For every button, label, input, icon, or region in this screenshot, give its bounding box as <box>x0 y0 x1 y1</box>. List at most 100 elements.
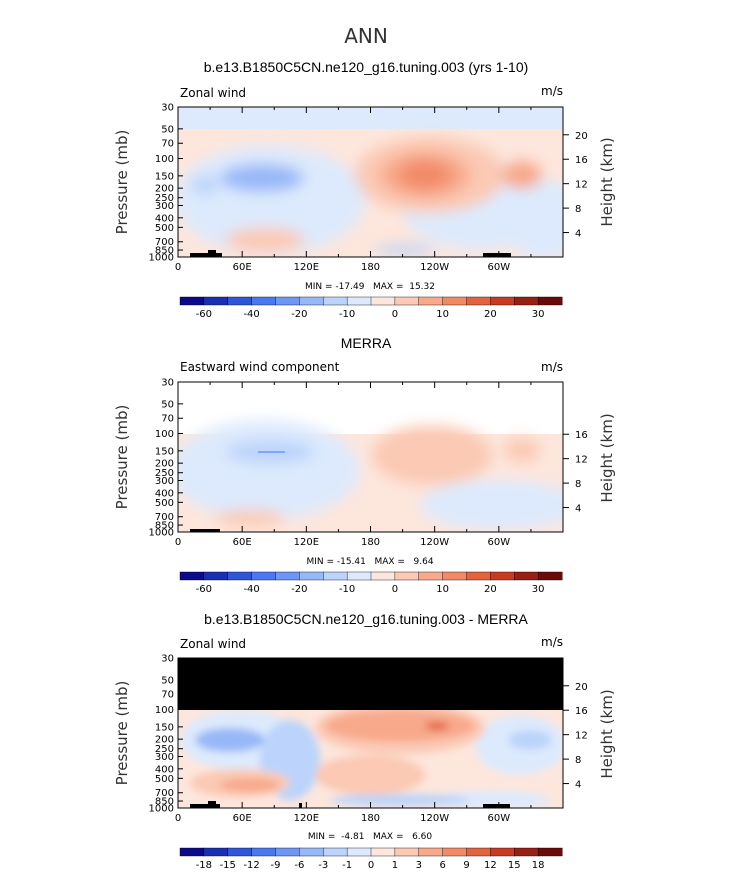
colorbar-swatch <box>490 847 515 857</box>
y-tick-label: 30 <box>161 103 174 114</box>
colorbar-label: -60 <box>196 584 212 595</box>
x-tick-label: 0 <box>175 813 181 824</box>
colorbar-swatch <box>323 571 348 581</box>
colorbar-swatch <box>418 571 444 581</box>
contour-field <box>178 382 563 532</box>
positive-max <box>425 722 449 730</box>
colorbar-swatch <box>251 571 276 581</box>
westerly-max <box>399 161 451 189</box>
contour-field <box>178 107 563 257</box>
colorbar-swatch <box>299 571 324 581</box>
y-tick-label: 30 <box>161 654 174 665</box>
colorbar-swatch <box>394 571 420 581</box>
topography <box>190 804 220 808</box>
colorbar-label: -20 <box>291 309 307 320</box>
colorbar-swatch <box>490 571 515 581</box>
colorbar-label: -12 <box>243 860 259 871</box>
y-tick-label: 400 <box>155 213 174 224</box>
colorbar-label: 1 <box>392 860 398 871</box>
x-tick-label: 120E <box>294 813 319 824</box>
colorbar-swatch <box>418 847 444 857</box>
colorbar-swatch <box>275 847 300 857</box>
colorbar-swatch <box>514 571 539 581</box>
figure-title: ANN <box>344 24 388 48</box>
x-tick-label: 0 <box>175 537 181 548</box>
lower-westerly <box>215 510 285 526</box>
x-tick-label: 60E <box>233 262 252 273</box>
positive-anomaly <box>315 755 425 795</box>
y-tick-label: 1000 <box>149 253 174 264</box>
colorbar-label: 0 <box>392 584 398 595</box>
colorbar-swatch <box>179 296 205 306</box>
y-tick-label: 300 <box>155 201 174 212</box>
colorbar-label: -6 <box>294 860 304 871</box>
min-max-stats: MIN = -17.49 MAX = 15.32 <box>305 282 435 292</box>
topography <box>190 529 220 532</box>
colorbar-swatch <box>179 847 205 857</box>
negative-anomaly <box>195 728 265 752</box>
y-axis-right-label: Height (km) <box>598 689 616 778</box>
colorbar-swatch <box>466 296 491 306</box>
x-tick-label: 180 <box>361 262 380 273</box>
colorbar-swatch <box>299 847 324 857</box>
y-tick-label: 150 <box>155 722 174 733</box>
y-tick-label: 250 <box>155 468 174 479</box>
colorbar-label: 30 <box>532 309 545 320</box>
y-tick-label: 300 <box>155 752 174 763</box>
colorbar-swatch <box>346 296 372 306</box>
colorbar-swatch <box>251 847 276 857</box>
colorbar-label: -3 <box>318 860 328 871</box>
westerly-secondary <box>502 161 542 189</box>
colorbar-label: 10 <box>436 309 449 320</box>
y-tick-label: 50 <box>161 675 174 686</box>
colorbar-swatch <box>370 847 396 857</box>
y-tick-label: 200 <box>155 735 174 746</box>
contour-field <box>178 658 563 808</box>
colorbar-label: 15 <box>508 860 521 871</box>
colorbar-label: -18 <box>196 860 212 871</box>
topography <box>190 253 222 257</box>
colorbar-label: 20 <box>484 309 497 320</box>
panel-model: b.e13.B1850C5CN.ne120_g16.tuning.003 (yr… <box>113 59 616 320</box>
colorbar: -18 -15 -12 -9 -6 -3 -1 0 1 3 6 9 12 15 18 <box>179 847 563 871</box>
units-label: m/s <box>541 635 563 649</box>
lower-easterly <box>375 245 435 255</box>
y-tick-label: 200 <box>155 459 174 470</box>
colorbar-label: -1 <box>342 860 352 871</box>
colorbar-label: 18 <box>532 860 545 871</box>
height-tick-label: 16 <box>575 430 588 441</box>
height-tick-label: 8 <box>575 204 581 215</box>
topography <box>483 804 510 808</box>
easterly-region <box>505 180 563 257</box>
y-tick-label: 1000 <box>149 528 174 539</box>
y-tick-label: 1000 <box>149 804 174 815</box>
units-label: m/s <box>541 360 563 374</box>
y-tick-label: 400 <box>155 488 174 499</box>
colorbar-label: -40 <box>243 584 259 595</box>
x-tick-label: 120W <box>420 537 449 548</box>
negative-anomaly <box>430 791 550 808</box>
colorbar-label: 30 <box>532 584 545 595</box>
height-tick-label: 20 <box>575 131 588 142</box>
colorbar-swatch <box>299 296 324 306</box>
colorbar-label: 0 <box>368 860 374 871</box>
easterly-region <box>420 480 563 530</box>
colorbar-swatch <box>537 296 563 306</box>
x-tick-label: 0 <box>175 262 181 273</box>
lower-westerly <box>225 228 305 252</box>
y-tick-label: 70 <box>161 139 174 150</box>
colorbar-swatch <box>514 847 539 857</box>
westerly-region <box>372 425 492 485</box>
colorbar-swatch <box>203 847 229 857</box>
colorbar-swatch <box>442 571 467 581</box>
y-tick-label: 150 <box>155 171 174 182</box>
positive-anomaly <box>325 710 475 742</box>
y-tick-label: 100 <box>155 705 174 716</box>
stratosphere-band <box>178 107 563 129</box>
colorbar-label: -10 <box>339 309 355 320</box>
colorbar-label: 6 <box>439 860 445 871</box>
y-tick-label: 500 <box>155 774 174 785</box>
y-tick-label: 300 <box>155 476 174 487</box>
